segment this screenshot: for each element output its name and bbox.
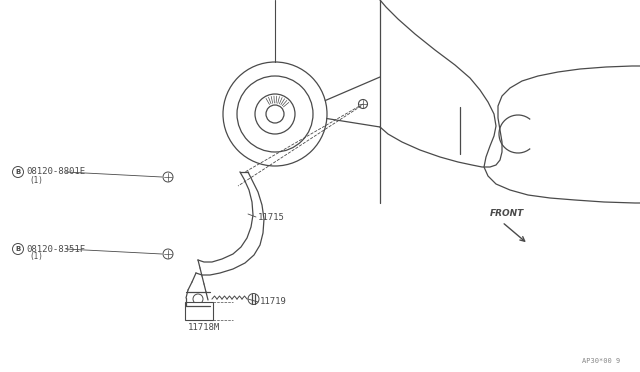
- Text: B: B: [15, 169, 20, 175]
- FancyBboxPatch shape: [185, 302, 213, 320]
- Text: B: B: [15, 246, 20, 252]
- Text: 11719: 11719: [260, 298, 287, 307]
- Text: (1): (1): [29, 176, 43, 185]
- Text: 11715: 11715: [258, 212, 285, 221]
- Text: 08120-8801E: 08120-8801E: [26, 167, 85, 176]
- Text: (1): (1): [29, 253, 43, 262]
- Text: 08120-8351F: 08120-8351F: [26, 244, 85, 253]
- Text: 11718M: 11718M: [188, 323, 220, 331]
- Text: FRONT: FRONT: [490, 209, 524, 218]
- Text: AP30*00 9: AP30*00 9: [582, 358, 620, 364]
